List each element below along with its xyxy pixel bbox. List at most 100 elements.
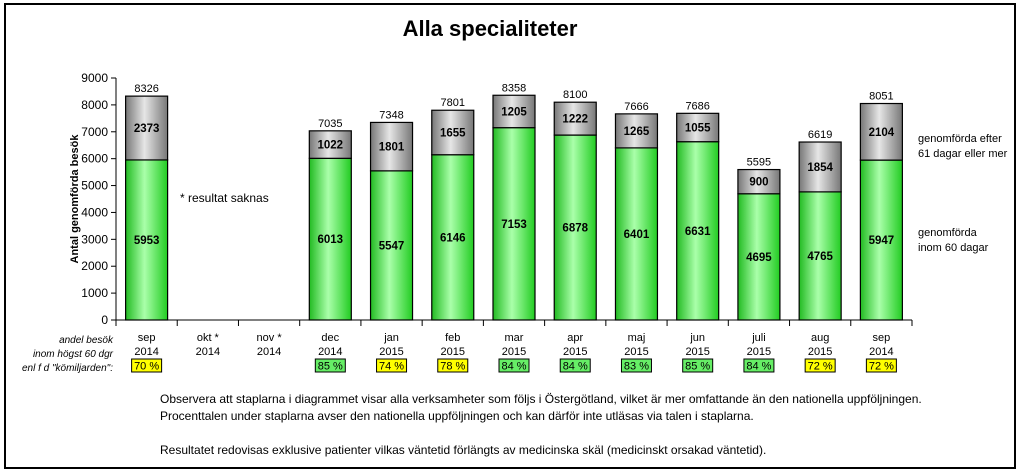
percentage-label-11: 72 % [808, 361, 833, 373]
percentage-box-12 [865, 358, 897, 373]
x-year-label-4: 2015 [379, 346, 403, 358]
bar-value-within-60-days-11: 4765 [807, 251, 833, 263]
note-3: Resultatet redovisas exklusive patienter… [160, 443, 766, 457]
bar-after-61-days-3 [308, 130, 352, 159]
bar-value-within-60-days-9: 6631 [685, 226, 711, 238]
bar-value-within-60-days-7: 6878 [562, 223, 588, 235]
bar-within-60-days-0 [125, 159, 169, 321]
bar-total-label-6: 8358 [502, 82, 526, 94]
bar-value-within-60-days-4: 5547 [379, 240, 405, 252]
bars: 5953 2373 8326 6013 1022 7035 5547 1801 7348 6146… [125, 82, 903, 321]
bar-within-60-days-6 [492, 127, 536, 321]
percentage-label-9: 85 % [685, 361, 710, 373]
bar-after-61-days-12 [859, 102, 903, 161]
percentage-box-11 [804, 358, 836, 373]
y-tick-label-3: 3000 [81, 232, 108, 246]
bar-value-within-60-days-6: 7153 [501, 219, 527, 231]
percentage-box-8 [620, 358, 652, 373]
x-year-label-9: 2015 [685, 346, 709, 358]
percentage-box-7 [559, 358, 591, 373]
bar-value-within-60-days-12: 5947 [869, 235, 895, 247]
percentage-label-3: 85 % [318, 361, 343, 373]
bar-value-after-61-days-5: 1655 [440, 127, 466, 139]
bar-total-label-5: 7801 [441, 97, 465, 109]
percentage-box-6 [498, 358, 530, 373]
bar-total-label-9: 7686 [685, 100, 709, 112]
x-year-label-10: 2015 [747, 346, 771, 358]
x-month-label-8: maj [628, 332, 646, 344]
x-month-label-2: nov * [257, 332, 283, 344]
percentage-box-9 [682, 358, 714, 373]
bar-within-60-days-8 [614, 147, 659, 321]
percentage-box-5 [437, 358, 469, 373]
bar-after-61-days-5 [431, 109, 475, 156]
row-label-2: inom högst 60 dgr [33, 349, 114, 360]
percentage-label-8: 83 % [624, 361, 649, 373]
y-tick-label-7: 7000 [81, 125, 108, 139]
x-month-label-9: jun [689, 332, 705, 344]
bar-within-60-days-3 [308, 157, 352, 321]
y-tick-label-1: 1000 [81, 286, 108, 300]
percentage-label-4: 74 % [379, 361, 404, 373]
x-year-label-5: 2015 [441, 346, 465, 358]
x-month-label-5: feb [445, 332, 460, 344]
y-tick-label-4: 4000 [81, 205, 108, 219]
bar-total-label-0: 8326 [134, 83, 158, 95]
y-tick-label-8: 8000 [81, 98, 108, 112]
bar-value-after-61-days-6: 1205 [501, 106, 527, 118]
bar-value-after-61-days-4: 1801 [379, 142, 405, 154]
bar-value-after-61-days-3: 1022 [318, 140, 344, 152]
x-month-label-1: okt * [197, 332, 220, 344]
y-tick-label-9: 9000 [81, 71, 108, 85]
y-axis: 0 1000 2000 3000 4000 5000 6000 7000 8000 9000 [81, 71, 117, 327]
legend-lower-line-1: genomförda [918, 227, 978, 239]
bar-after-61-days-8 [614, 113, 659, 149]
y-tick-label-2: 2000 [81, 259, 108, 273]
x-year-label-12: 2014 [869, 346, 893, 358]
percentage-label-0: 70 % [134, 361, 159, 373]
x-month-label-3: dec [321, 332, 339, 344]
x-year-label-3: 2014 [318, 346, 342, 358]
y-axis-label: Antal genomförda besök [69, 134, 81, 264]
bar-total-label-11: 6619 [808, 129, 832, 141]
bar-total-label-7: 8100 [563, 89, 587, 101]
note-1: Observera att staplarna i diagrammet vis… [160, 392, 922, 406]
x-year-label-7: 2015 [563, 346, 587, 358]
bar-after-61-days-0 [125, 95, 169, 161]
percentage-label-5: 78 % [440, 361, 465, 373]
bar-value-after-61-days-8: 1265 [624, 126, 650, 138]
bar-value-after-61-days-12: 2104 [869, 127, 895, 139]
x-month-label-4: jan [383, 332, 399, 344]
bar-value-after-61-days-0: 2373 [134, 123, 160, 135]
bar-after-61-days-10 [737, 168, 781, 195]
bar-within-60-days-10 [737, 193, 781, 321]
bar-value-within-60-days-3: 6013 [318, 234, 344, 246]
bar-after-61-days-4 [369, 121, 414, 172]
legend-upper-line-1: genomförda efter [918, 133, 1002, 145]
bar-value-within-60-days-5: 6146 [440, 232, 466, 244]
percentage-label-10: 84 % [746, 361, 771, 373]
percentage-box-10 [743, 358, 775, 373]
x-year-label-11: 2015 [808, 346, 832, 358]
y-tick-label-0: 0 [101, 313, 108, 327]
note-2: Procenttalen under staplarna avser den n… [160, 409, 754, 423]
legend-lower-line-2: inom 60 dagar [918, 242, 989, 254]
bar-within-60-days-12 [859, 159, 903, 321]
percentage-box-3 [314, 358, 346, 373]
bar-value-within-60-days-10: 4695 [746, 252, 772, 264]
bar-value-within-60-days-8: 6401 [624, 229, 650, 241]
x-year-label-0: 2014 [134, 346, 158, 358]
percentage-box-0 [131, 358, 163, 373]
x-year-label-8: 2015 [624, 346, 648, 358]
bar-total-label-12: 8051 [869, 91, 893, 103]
bar-value-after-61-days-7: 1222 [562, 114, 588, 126]
bar-after-61-days-9 [676, 112, 720, 143]
x-month-label-6: mar [505, 332, 524, 344]
y-tick-label-6: 6000 [81, 152, 108, 166]
x-month-label-12: sep [873, 332, 891, 344]
x-month-label-0: sep [138, 332, 156, 344]
bar-after-61-days-7 [553, 101, 597, 136]
bar-total-label-10: 5595 [747, 157, 771, 169]
x-year-label-2: 2014 [257, 346, 281, 358]
